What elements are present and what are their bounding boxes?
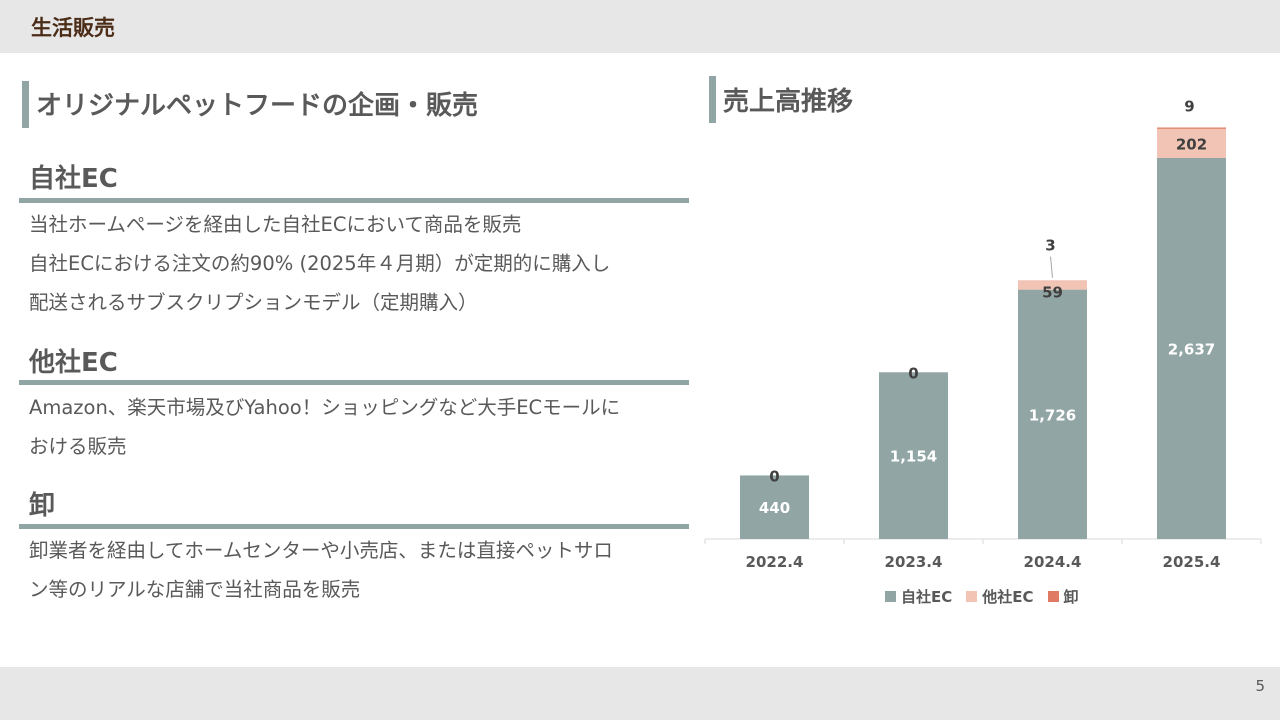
- bar-segment: [1157, 127, 1226, 129]
- desc-line: 配送されるサブスクリプションモデル（定期購入）: [29, 291, 478, 314]
- bar-segment: [740, 475, 809, 539]
- leader-line: [1050, 256, 1053, 278]
- x-tick-label: 2022.4: [746, 553, 804, 571]
- section-title-other-ec: 他社EC: [29, 348, 118, 378]
- data-label: 2,637: [1168, 340, 1215, 358]
- bar-segment: [1157, 128, 1226, 158]
- legend-label: 卸: [1063, 588, 1079, 606]
- section-desc-wholesale: 卸業者を経由してホームセンターや小売店、または直接ペットサロ ン等のリアルな店舗…: [29, 531, 689, 609]
- x-tick-label: 2023.4: [885, 553, 943, 571]
- section-rule-other-ec: [19, 380, 689, 385]
- section-desc-own-ec: 当社ホームページを経由した自社ECにおいて商品を販売 自社ECにおける注文の約9…: [29, 205, 689, 322]
- bar-segment: [879, 372, 948, 539]
- data-label: 0: [769, 467, 779, 485]
- footer-bar: 5: [0, 667, 1280, 720]
- x-tick-label: 2024.4: [1024, 553, 1082, 571]
- left-heading-accent: [22, 81, 29, 128]
- left-heading: オリジナルペットフードの企画・販売: [36, 91, 479, 121]
- header-bar: 生活販売: [0, 0, 1280, 53]
- desc-line: Amazon、楽天市場及びYahoo！ショッピングなど大手ECモールに: [29, 396, 621, 419]
- right-heading: 売上高推移: [723, 87, 854, 117]
- desc-line: おける販売: [29, 435, 127, 458]
- legend-swatch: [966, 591, 978, 602]
- legend-label: 他社EC: [982, 588, 1034, 606]
- data-label: 202: [1176, 135, 1207, 153]
- page-number: 5: [1255, 677, 1265, 695]
- data-label: 3: [1045, 237, 1055, 255]
- data-label: 9: [1184, 98, 1194, 116]
- legend-item: 自社EC: [885, 586, 952, 607]
- legend-swatch: [885, 591, 896, 602]
- desc-line: 自社ECにおける注文の約90% (2025年４月期）が定期的に購入し: [29, 252, 611, 275]
- data-label: 1,726: [1029, 406, 1076, 424]
- data-label: 59: [1042, 283, 1063, 301]
- section-rule-own-ec: [19, 198, 689, 203]
- section-title-wholesale: 卸: [29, 491, 56, 521]
- legend-label: 自社EC: [901, 588, 953, 606]
- header-title: 生活販売: [31, 16, 115, 40]
- data-label: 1,154: [890, 448, 937, 466]
- data-label: 0: [908, 364, 918, 382]
- desc-line: 当社ホームページを経由した自社ECにおいて商品を販売: [29, 213, 522, 236]
- chart-legend: 自社EC 他社EC 卸: [885, 586, 1093, 607]
- legend-swatch: [1047, 591, 1059, 602]
- x-tick-label: 2025.4: [1163, 553, 1221, 571]
- right-heading-accent: [709, 76, 716, 123]
- legend-item: 卸: [1047, 586, 1079, 607]
- desc-line: ン等のリアルな店舗で当社商品を販売: [29, 578, 361, 601]
- data-label: 440: [759, 499, 790, 517]
- bar-segment: [1018, 289, 1087, 539]
- sales-chart: 440 0 2022.4 1,154 0 2023.4 1,726 59 3 2024.4 2,63…: [704, 98, 1262, 571]
- bar-segment: [1018, 281, 1087, 290]
- section-desc-other-ec: Amazon、楽天市場及びYahoo！ショッピングなど大手ECモールに おける販…: [29, 388, 689, 466]
- desc-line: 卸業者を経由してホームセンターや小売店、または直接ペットサロ: [29, 539, 613, 562]
- section-title-own-ec: 自社EC: [29, 164, 118, 194]
- section-rule-wholesale: [19, 524, 689, 529]
- legend-item: 他社EC: [966, 586, 1034, 607]
- bar-segment: [1157, 157, 1226, 539]
